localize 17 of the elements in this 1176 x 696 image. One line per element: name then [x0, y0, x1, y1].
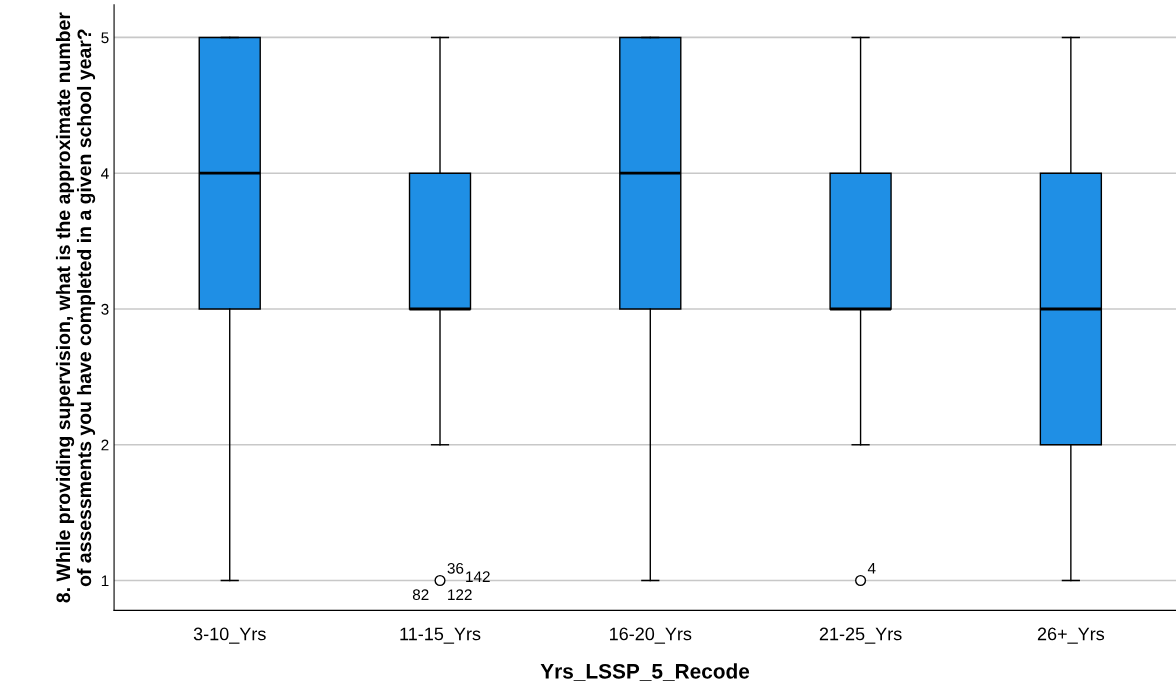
y-tick-label: 5 [101, 32, 109, 44]
annotation: 122 [448, 589, 472, 600]
x-tick-label: 21-25_Yrs [819, 627, 902, 644]
y-tick-label: 3 [101, 303, 109, 315]
y-axis-title: 8. While providing supervision, what is the approximate number of assessments you have completed in a given school year? [55, 12, 96, 603]
annotation: 82 [412, 589, 429, 601]
annotation: 142 [466, 571, 490, 582]
y-tick-label: 4 [101, 168, 109, 179]
annotation: 4 [867, 563, 876, 574]
y-tick-label: 2 [101, 439, 109, 451]
x-axis-title: Yrs_LSSP_5_Recode [540, 663, 750, 681]
x-tick-label: 26+_Yrs [1037, 627, 1105, 644]
annotation: 36 [447, 562, 464, 574]
x-tick-label: 11-15_Yrs [400, 627, 481, 644]
x-tick-label: 3-10_Yrs [193, 627, 266, 644]
x-tick-label: 16-20_Yrs [610, 627, 692, 644]
y-tick-label: 1 [101, 575, 109, 587]
